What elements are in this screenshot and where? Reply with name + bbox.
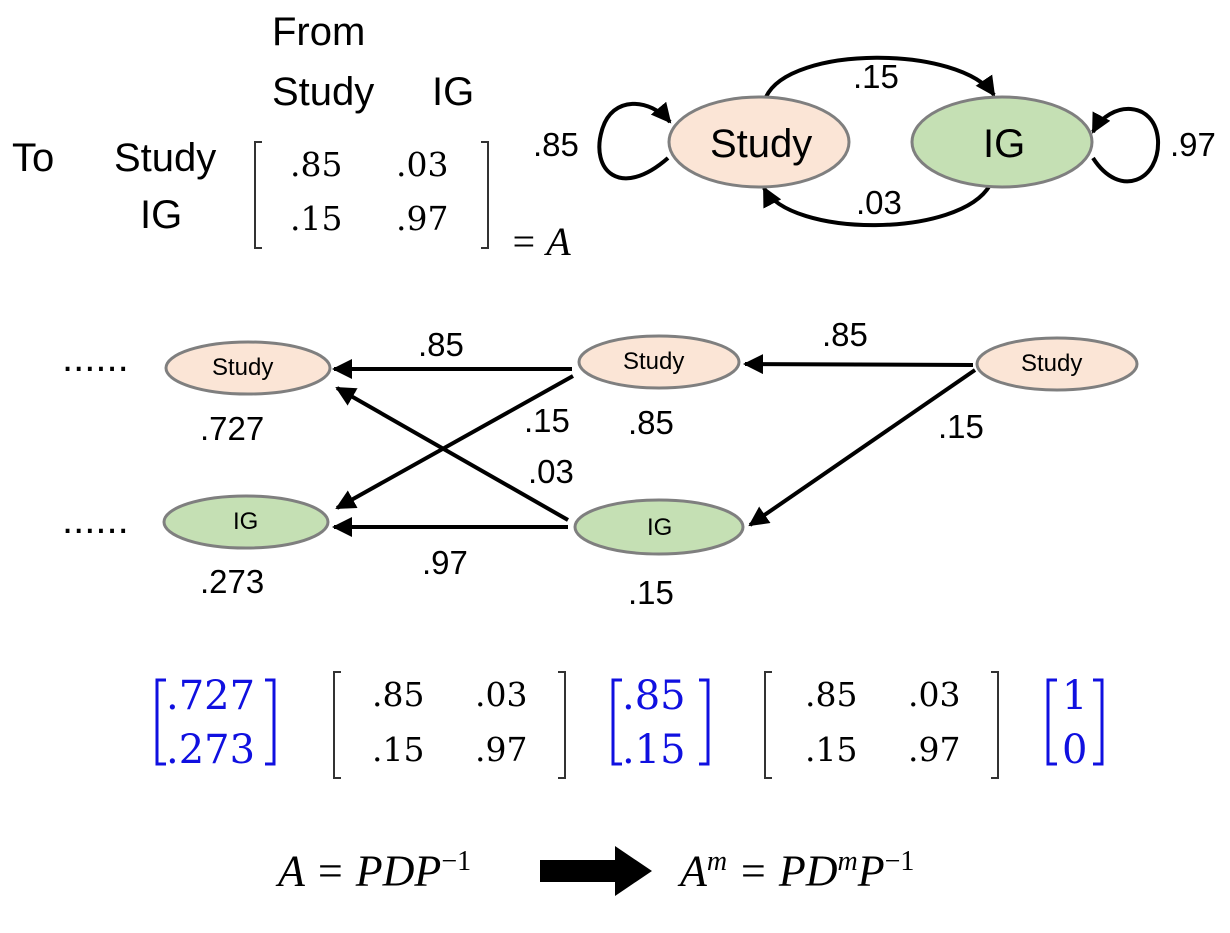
edge-label-right-study-mid-ig: .15 <box>938 408 984 445</box>
implies-arrow <box>540 846 652 896</box>
edge-label-mid-study-left-study: .85 <box>418 326 464 363</box>
mat2-cell-21: .15 <box>805 730 858 769</box>
mid-study-value: .85 <box>628 404 674 441</box>
matrix-a-cell-11: .85 <box>290 145 343 184</box>
label-from: From <box>272 10 366 54</box>
formula-right-a-exp: m <box>706 846 728 877</box>
mat2-cell-22: .97 <box>908 730 961 769</box>
vec1-top: .727 <box>166 673 256 719</box>
edge-ig-to-study-label: .03 <box>856 184 902 221</box>
vec2-top: .85 <box>622 673 686 719</box>
self-loop-ig-label: .97 <box>1170 126 1216 163</box>
vec3-bottom: 0 <box>1062 727 1088 773</box>
edge-right-study-to-mid-study <box>743 354 974 375</box>
node-study-label: Study <box>710 122 813 166</box>
vec2-left-bracket <box>611 678 622 766</box>
edge-mid-ig-to-left-study <box>335 386 569 522</box>
matrix-a-left-bracket <box>254 141 262 249</box>
matrix-a-cell-21: .15 <box>290 199 343 238</box>
chain-right-study-label: Study <box>1021 350 1083 377</box>
mat1-right-bracket <box>558 671 566 779</box>
chain-right-study-node <box>975 336 1139 392</box>
mat2-cell-11: .85 <box>805 675 858 714</box>
formula-right-p: P <box>857 846 885 896</box>
edge-mid-study-to-left-ig <box>335 374 574 510</box>
mat2-cell-12: .03 <box>908 675 961 714</box>
mat2-left-bracket <box>764 671 772 779</box>
matrix-a-right-bracket <box>481 141 489 249</box>
mat1-cell-21: .15 <box>372 730 425 769</box>
node-study <box>667 95 851 189</box>
left-ig-value: .273 <box>200 563 265 600</box>
mid-ig-value: .15 <box>628 574 674 611</box>
formula-right-mid-exp: m <box>837 846 858 877</box>
formula-right: Am = PDmP−1 <box>680 848 914 894</box>
edge-label-mid-ig-left-study: .03 <box>528 453 574 490</box>
edge-study-to-ig-label: .15 <box>853 58 899 95</box>
matrix-a-cell-12: .03 <box>396 145 449 184</box>
label-col-study: Study <box>272 70 375 114</box>
chain-left-study-label: Study <box>212 354 274 381</box>
vec1-left-bracket <box>155 678 166 766</box>
self-loop-study <box>597 101 672 181</box>
chain-mid-ig-label: IG <box>647 514 673 541</box>
formula-left: A = PDP−1 <box>278 848 471 894</box>
edge-label-right-study-mid-study: .85 <box>822 316 868 353</box>
edge-ig-to-study <box>762 183 992 228</box>
formula-left-base: A = PDP <box>278 846 442 896</box>
mat1-cell-12: .03 <box>475 675 528 714</box>
chain-mid-study-node <box>577 334 741 390</box>
formula-right-p-exp: −1 <box>884 846 915 877</box>
edge-label-mid-study-left-ig: .15 <box>524 402 570 439</box>
vec3-top: 1 <box>1062 673 1088 719</box>
mat2-right-bracket <box>991 671 999 779</box>
vec1-bottom: .273 <box>166 727 256 773</box>
label-to: To <box>12 136 55 180</box>
self-loop-ig <box>1091 107 1161 184</box>
matrix-a-cell-22: .97 <box>396 199 449 238</box>
vec1-right-bracket <box>265 678 276 766</box>
label-row-ig: IG <box>140 193 183 237</box>
equals-a: = A <box>510 219 571 264</box>
edge-study-to-ig <box>764 55 996 98</box>
chain-mid-study-label: Study <box>623 348 685 375</box>
node-ig-label: IG <box>983 122 1026 166</box>
left-study-value: .727 <box>200 410 265 447</box>
chain-left-ig-node <box>162 494 330 550</box>
mat1-cell-11: .85 <box>372 675 425 714</box>
formula-left-exp: −1 <box>441 846 472 877</box>
chain-mid-ig-node <box>573 498 745 556</box>
formula-right-mid: = PD <box>727 846 838 896</box>
edge-label-mid-ig-left-ig: .97 <box>422 544 468 581</box>
label-row-study: Study <box>114 136 217 180</box>
formula-right-a: A <box>680 846 707 896</box>
chain-left-ig-label: IG <box>233 508 259 535</box>
chain-ellipsis-bottom: ...... <box>62 498 129 542</box>
self-loop-study-label: .85 <box>533 126 579 163</box>
vec3-left-bracket <box>1046 678 1057 766</box>
edge-right-study-to-mid-ig <box>748 368 977 527</box>
chain-left-study-node <box>164 340 332 396</box>
chain-ellipsis-top: ...... <box>62 336 129 380</box>
node-ig <box>910 95 1094 189</box>
label-col-ig: IG <box>432 70 475 114</box>
vec3-right-bracket <box>1093 678 1104 766</box>
mat1-left-bracket <box>333 671 341 779</box>
vec2-right-bracket <box>699 678 710 766</box>
mat1-cell-22: .97 <box>475 730 528 769</box>
vec2-bottom: .15 <box>622 727 686 773</box>
